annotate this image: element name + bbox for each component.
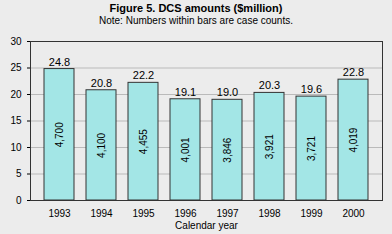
- svg-text:4,455: 4,455: [138, 129, 149, 154]
- svg-text:19.1: 19.1: [175, 86, 196, 98]
- svg-text:4,001: 4,001: [180, 137, 191, 162]
- svg-text:19.6: 19.6: [301, 83, 322, 95]
- svg-text:1996: 1996: [174, 208, 197, 219]
- svg-text:1997: 1997: [216, 208, 239, 219]
- html-text:Figure 5. DCS amounts ($millio: Figure 5. DCS amounts ($million): [109, 2, 283, 14]
- svg-text:4,700: 4,700: [54, 122, 65, 147]
- svg-text:3,721: 3,721: [306, 136, 317, 161]
- svg-text:20: 20: [10, 89, 22, 100]
- svg-text:3,921: 3,921: [264, 134, 275, 159]
- svg-text:4,019: 4,019: [348, 127, 359, 152]
- svg-text:1994: 1994: [90, 208, 113, 219]
- html-text:Note: Numbers within bars are: Note: Numbers within bars are case count…: [99, 15, 293, 26]
- svg-text:24.8: 24.8: [49, 56, 70, 68]
- svg-text:1998: 1998: [258, 208, 281, 219]
- svg-text:1993: 1993: [48, 208, 71, 219]
- svg-text:2000: 2000: [342, 208, 365, 219]
- svg-text:3,846: 3,846: [222, 137, 233, 162]
- svg-text:30: 30: [10, 36, 22, 47]
- svg-text:0: 0: [16, 195, 22, 206]
- svg-text:1999: 1999: [300, 208, 323, 219]
- svg-text:10: 10: [10, 142, 22, 153]
- svg-text:5: 5: [16, 168, 22, 179]
- svg-text:15: 15: [10, 115, 22, 126]
- svg-text:4,100: 4,100: [96, 132, 107, 157]
- svg-text:1995: 1995: [132, 208, 155, 219]
- svg-text:22.8: 22.8: [343, 66, 364, 78]
- svg-text:19.0: 19.0: [217, 86, 238, 98]
- svg-text:20.3: 20.3: [259, 79, 280, 91]
- svg-text:25: 25: [10, 62, 22, 73]
- svg-text:20.8: 20.8: [91, 77, 112, 89]
- svg-text:Calendar year: Calendar year: [175, 220, 238, 231]
- svg-text:22.2: 22.2: [133, 69, 154, 81]
